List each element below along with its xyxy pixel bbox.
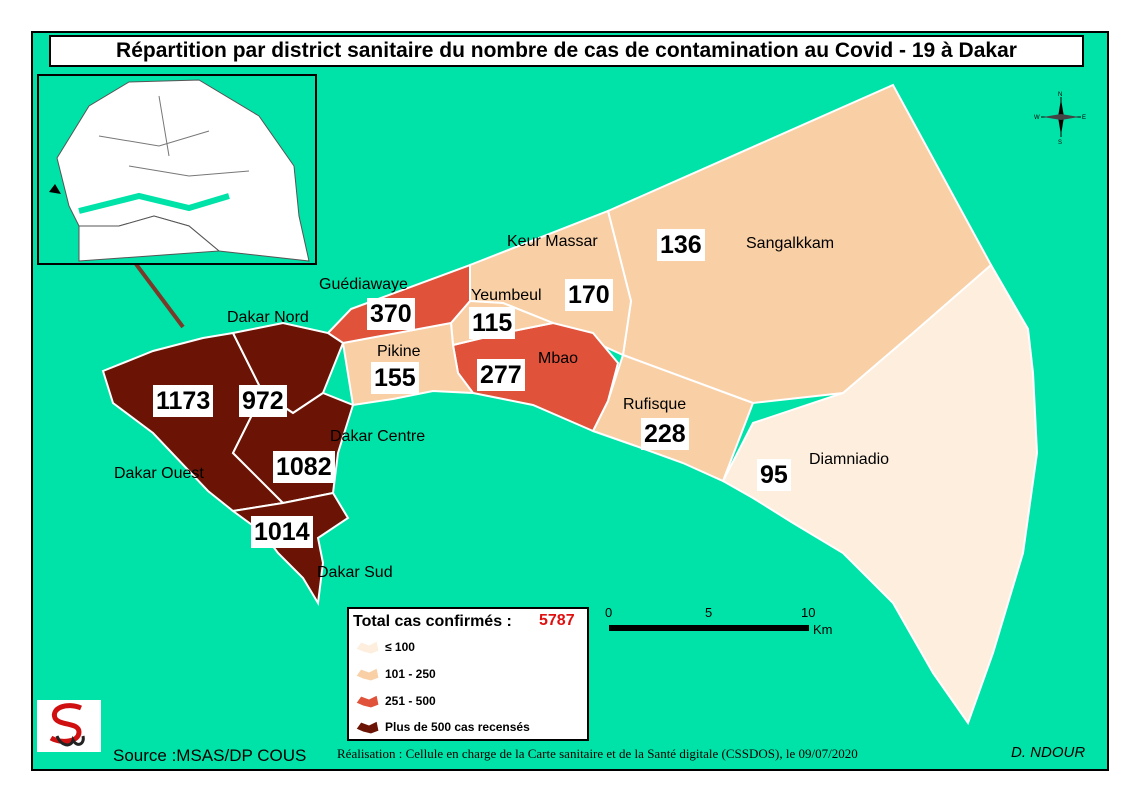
credit-text: Réalisation : Cellule en charge de la Ca… [337,746,858,761]
district-label-diamniadio: Diamniadio [809,451,890,468]
compass-north-label: N [1058,92,1062,98]
legend-swatch-251-500 [355,694,380,709]
compass-rose-icon: N S E W [1034,92,1086,145]
district-label-sangalkkam: Sangalkkam [746,235,835,252]
district-label-dakarcentre: Dakar Centre [330,428,426,445]
legend-swatch-101-250 [355,667,380,682]
legend-title: Total cas confirmés : [353,613,512,630]
case-count-dakarsud: 1014 [251,516,313,548]
case-count-dakarcentre: 1082 [273,451,335,483]
case-count-diamniadio: 95 [757,459,791,491]
map-frame: Répartition par district sanitaire du no… [31,31,1109,771]
legend-total: 5787 [539,612,575,629]
case-count-guediawaye: 370 [367,298,415,330]
scale-tick-10: 10 [801,605,816,620]
case-count-pikine: 155 [371,362,419,394]
case-count-dakarouest: 1173 [153,385,214,417]
legend-swatch-le100 [355,640,380,655]
district-label-keurmassar: Keur Massar [507,233,598,250]
legend-label-gt500: Plus de 500 cas recensés [385,720,530,734]
case-count-mbao: 277 [477,359,525,391]
senegal-inset-map [37,74,317,265]
district-label-dakarouest: Dakar Ouest [114,465,204,482]
district-label-rufisque: Rufisque [623,396,687,413]
scale-unit: Km [813,622,833,637]
compass-south-label: S [1058,140,1062,145]
source-text: Source :MSAS/DP COUS [113,746,307,765]
compass-west-label: W [1034,115,1040,121]
legend-label-le100: ≤ 100 [385,640,415,654]
district-label-pikine: Pikine [377,343,421,360]
logo-icon [49,703,85,747]
scale-bar: 0 5 10 Km [605,605,845,645]
scale-tick-0: 0 [605,605,613,620]
district-diamniadio-area[interactable] [721,263,1039,726]
map-title: Répartition par district sanitaire du no… [49,35,1084,67]
case-count-dakarnord: 972 [239,385,287,417]
case-count-rufisque: 228 [641,418,689,450]
scale-bar-line [609,625,809,631]
compass-east-label: E [1082,115,1086,121]
district-label-mbao: Mbao [538,350,579,367]
legend-label-251-500: 251 - 500 [385,694,436,708]
senegal-outline [49,79,310,262]
legend: Total cas confirmés : 5787 ≤ 100 101 - 2… [347,607,589,741]
case-count-yeumbeul: 115 [469,307,516,339]
case-count-extra: 170 [565,279,613,311]
ministry-logo [37,700,101,752]
district-label-dakarsud: Dakar Sud [317,564,393,581]
district-label-yeumbeul: Yeumbeul [471,287,542,304]
author-text: D. NDOUR [1011,744,1086,761]
case-count-sangalkkam: 136 [657,229,705,261]
district-dakarsud-area[interactable] [230,491,350,606]
legend-swatch-gt500 [355,720,380,735]
district-label-guediawaye: Guédiawaye [319,276,408,293]
scale-tick-5: 5 [705,605,713,620]
legend-label-101-250: 101 - 250 [385,667,436,681]
district-label-dakarnord: Dakar Nord [227,309,309,326]
